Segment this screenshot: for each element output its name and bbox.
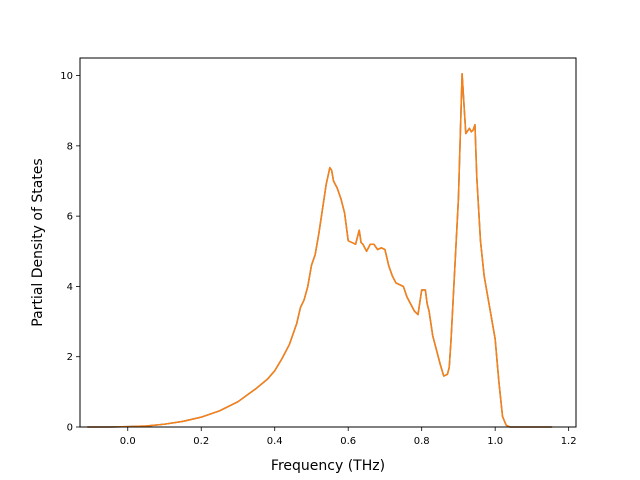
x-axis-label: Frequency (THz) bbox=[271, 458, 385, 474]
y-tick-label: 8 bbox=[67, 141, 73, 152]
y-tick-label: 6 bbox=[67, 212, 73, 223]
y-tick-label: 2 bbox=[67, 352, 73, 363]
y-tick-label: 4 bbox=[67, 282, 73, 293]
series-layer bbox=[87, 73, 553, 428]
x-tick-label: 0.8 bbox=[414, 436, 430, 447]
x-tick-label: 0.6 bbox=[340, 436, 356, 447]
y-axis-ticks: 0 2 4 6 8 10 bbox=[60, 71, 80, 434]
x-tick-label: 0.4 bbox=[267, 436, 283, 447]
y-axis-label: Partial Density of States bbox=[30, 158, 46, 326]
x-axis-ticks: 0.0 0.2 0.4 0.6 0.8 1.0 1.2 bbox=[120, 427, 577, 447]
y-tick-label: 0 bbox=[67, 423, 73, 434]
x-tick-label: 0.0 bbox=[120, 436, 136, 447]
x-tick-label: 1.2 bbox=[561, 436, 577, 447]
x-tick-label: 1.0 bbox=[487, 436, 503, 447]
y-tick-label: 10 bbox=[60, 71, 73, 82]
series-line-1 bbox=[87, 73, 553, 428]
plot-frame bbox=[79, 57, 577, 428]
x-tick-label: 0.2 bbox=[193, 436, 209, 447]
